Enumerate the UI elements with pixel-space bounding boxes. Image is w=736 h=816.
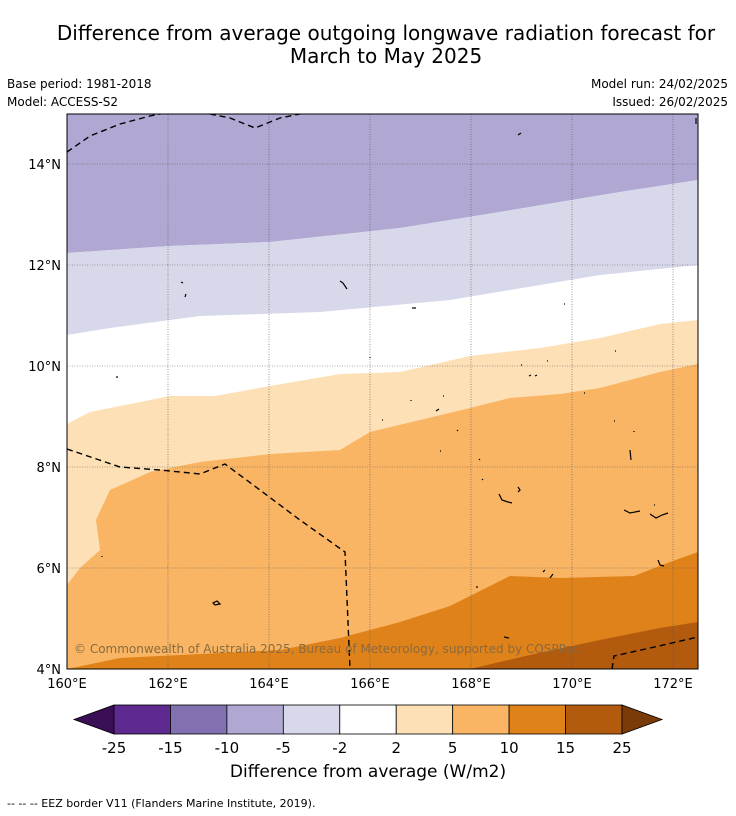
colorbar-bin — [226, 704, 284, 735]
lon-label: 170°E — [552, 677, 592, 692]
meta-right: Model run: 24/02/2025 Issued: 26/02/2025 — [591, 75, 728, 111]
lon-label: 166°E — [350, 677, 390, 692]
lat-label: 12°N — [28, 259, 61, 274]
map-fields: © Commonwealth of Australia 2025, Bureau… — [67, 114, 698, 669]
colorbar-tick-label: 2 — [391, 739, 401, 757]
band-15-25 — [470, 622, 698, 669]
title-line-1: Difference from average outgoing longwav… — [56, 21, 716, 45]
colorbar-tick-label: -25 — [102, 739, 127, 757]
band-10-15 — [67, 552, 698, 669]
colorbar: -25 -15 -10 -5 -2 2 5 10 15 25 — [72, 704, 664, 757]
colorbar-bin — [113, 704, 171, 735]
colorbar-extend-low — [72, 704, 115, 735]
band-minus5-minus2 — [67, 180, 698, 335]
colorbar-bin — [452, 704, 510, 735]
colorbar-extend-high — [621, 704, 664, 735]
lon-label: 172°E — [653, 677, 693, 692]
lat-label: 10°N — [28, 360, 61, 375]
lon-label: 162°E — [148, 677, 188, 692]
issued-date: Issued: 26/02/2025 — [612, 95, 728, 109]
lat-label: 8°N — [37, 461, 62, 476]
colorbar-tick-label: 25 — [612, 739, 631, 757]
model-run: Model run: 24/02/2025 — [590, 77, 728, 91]
lat-label: 4°N — [37, 663, 62, 678]
colorbar-bin — [508, 704, 566, 735]
colorbar-tick-label: -5 — [276, 739, 291, 757]
colorbar-title: Difference from average (W/m2) — [229, 762, 507, 782]
chart-title: Difference from average outgoing longwav… — [0, 22, 736, 68]
lon-label: 164°E — [249, 677, 289, 692]
colorbar-bin — [282, 704, 341, 735]
colorbar-tick-label: 5 — [448, 739, 458, 757]
colorbar-tick-label: -10 — [215, 739, 240, 757]
band-minus10-minus5 — [67, 114, 698, 253]
lat-label: 14°N — [28, 158, 61, 173]
colorbar-tick-label: 10 — [500, 739, 519, 757]
lon-label: 160°E — [47, 677, 87, 692]
colorbar-tick-label: -15 — [158, 739, 183, 757]
colorbar-bin — [565, 704, 623, 735]
longitude-labels: 160°E 162°E 164°E 166°E 168°E 170°E 172°… — [47, 677, 693, 692]
latitude-labels: 14°N 12°N 10°N 8°N 6°N 4°N — [28, 158, 61, 678]
eez-borders — [67, 114, 698, 669]
title-line-2: March to May 2025 — [289, 44, 483, 68]
map-frame — [66, 113, 699, 670]
eez-footnote: -- -- -- EEZ border V11 (Flanders Marine… — [7, 797, 316, 810]
lat-label: 6°N — [37, 562, 62, 577]
copyright-notice: © Commonwealth of Australia 2025, Bureau… — [74, 642, 579, 656]
meta-left: Base period: 1981-2018 Model: ACCESS-S2 — [7, 75, 152, 111]
colorbar-bin — [339, 704, 397, 735]
colorbar-tick-label: 15 — [556, 739, 575, 757]
model-name: Model: ACCESS-S2 — [7, 95, 119, 109]
colorbar-bin — [395, 704, 454, 735]
forecast-map: © Commonwealth of Australia 2025, Bureau… — [28, 113, 699, 757]
base-period: Base period: 1981-2018 — [7, 77, 152, 91]
lon-label: 168°E — [451, 677, 491, 692]
colorbar-bin — [170, 704, 228, 735]
graticule — [67, 114, 698, 669]
colorbar-tick-label: -2 — [332, 739, 347, 757]
islands — [101, 118, 697, 639]
